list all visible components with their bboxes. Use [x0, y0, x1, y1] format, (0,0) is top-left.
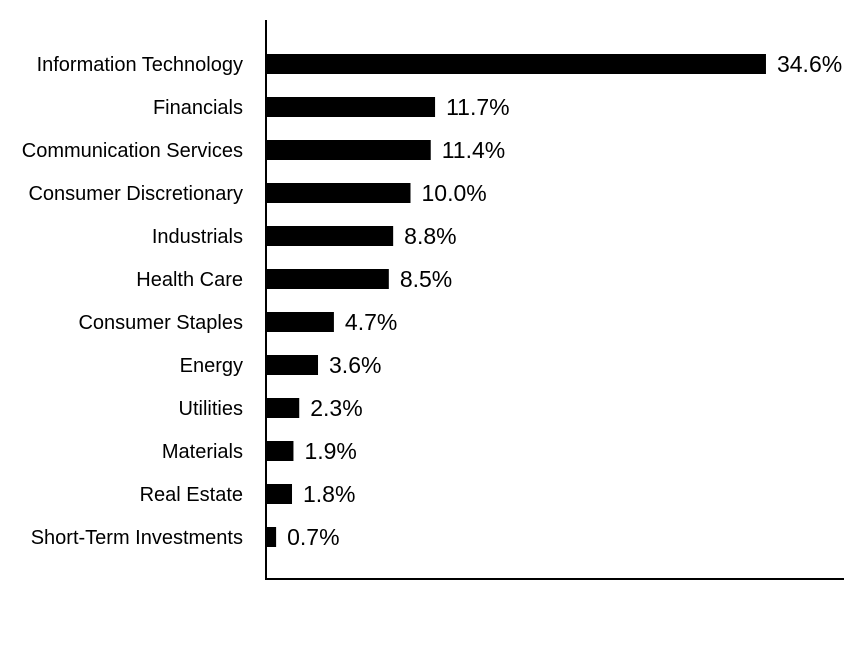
bar-4	[266, 226, 394, 246]
bar-6	[266, 312, 334, 332]
value-labels-group: 34.6% 11.7% 11.4% 10.0% 8.8% 8.5%4.7% 3.6% 2.3%…	[287, 51, 842, 550]
bar-0	[266, 54, 766, 74]
category-label: Energy	[180, 355, 243, 377]
value-label: 4.7%	[345, 309, 397, 335]
bar-1	[266, 97, 436, 117]
value-label: 2.3%	[310, 395, 362, 421]
value-label: 8.8%	[404, 223, 456, 249]
bar-11	[266, 527, 277, 547]
value-label: 1.8%	[303, 481, 355, 507]
category-label: Industrials	[152, 226, 243, 248]
value-label: 3.6%	[329, 352, 381, 378]
bar-2	[266, 140, 431, 160]
category-label: Information Technology	[37, 54, 243, 76]
category-label: Health Care	[136, 269, 243, 291]
value-label: 0.7%	[287, 524, 339, 550]
category-label: Short-Term Investments	[31, 527, 243, 549]
category-label: Consumer Staples	[78, 312, 243, 334]
bar-8	[266, 398, 300, 418]
category-label: Consumer Discretionary	[28, 183, 243, 205]
bars-group	[266, 54, 766, 547]
bar-9	[266, 441, 294, 461]
bar-10	[266, 484, 293, 504]
category-label: Utilities	[179, 398, 243, 420]
bar-5	[266, 269, 389, 289]
bar-7	[266, 355, 319, 375]
value-label: 11.4%	[442, 137, 506, 163]
bar-3	[266, 183, 411, 203]
category-label: Materials	[162, 441, 243, 463]
value-label: 34.6%	[777, 51, 842, 77]
category-labels-group: Information Technology Financials Communic…	[22, 54, 243, 549]
value-label: 10.0%	[422, 180, 487, 206]
value-label: 1.9%	[304, 438, 356, 464]
category-label: Communication Services	[22, 140, 243, 162]
category-label: Real Estate	[140, 484, 243, 506]
category-label: Financials	[153, 97, 243, 119]
value-label: 8.5%	[400, 266, 452, 292]
value-label: 11.7%	[446, 94, 510, 120]
